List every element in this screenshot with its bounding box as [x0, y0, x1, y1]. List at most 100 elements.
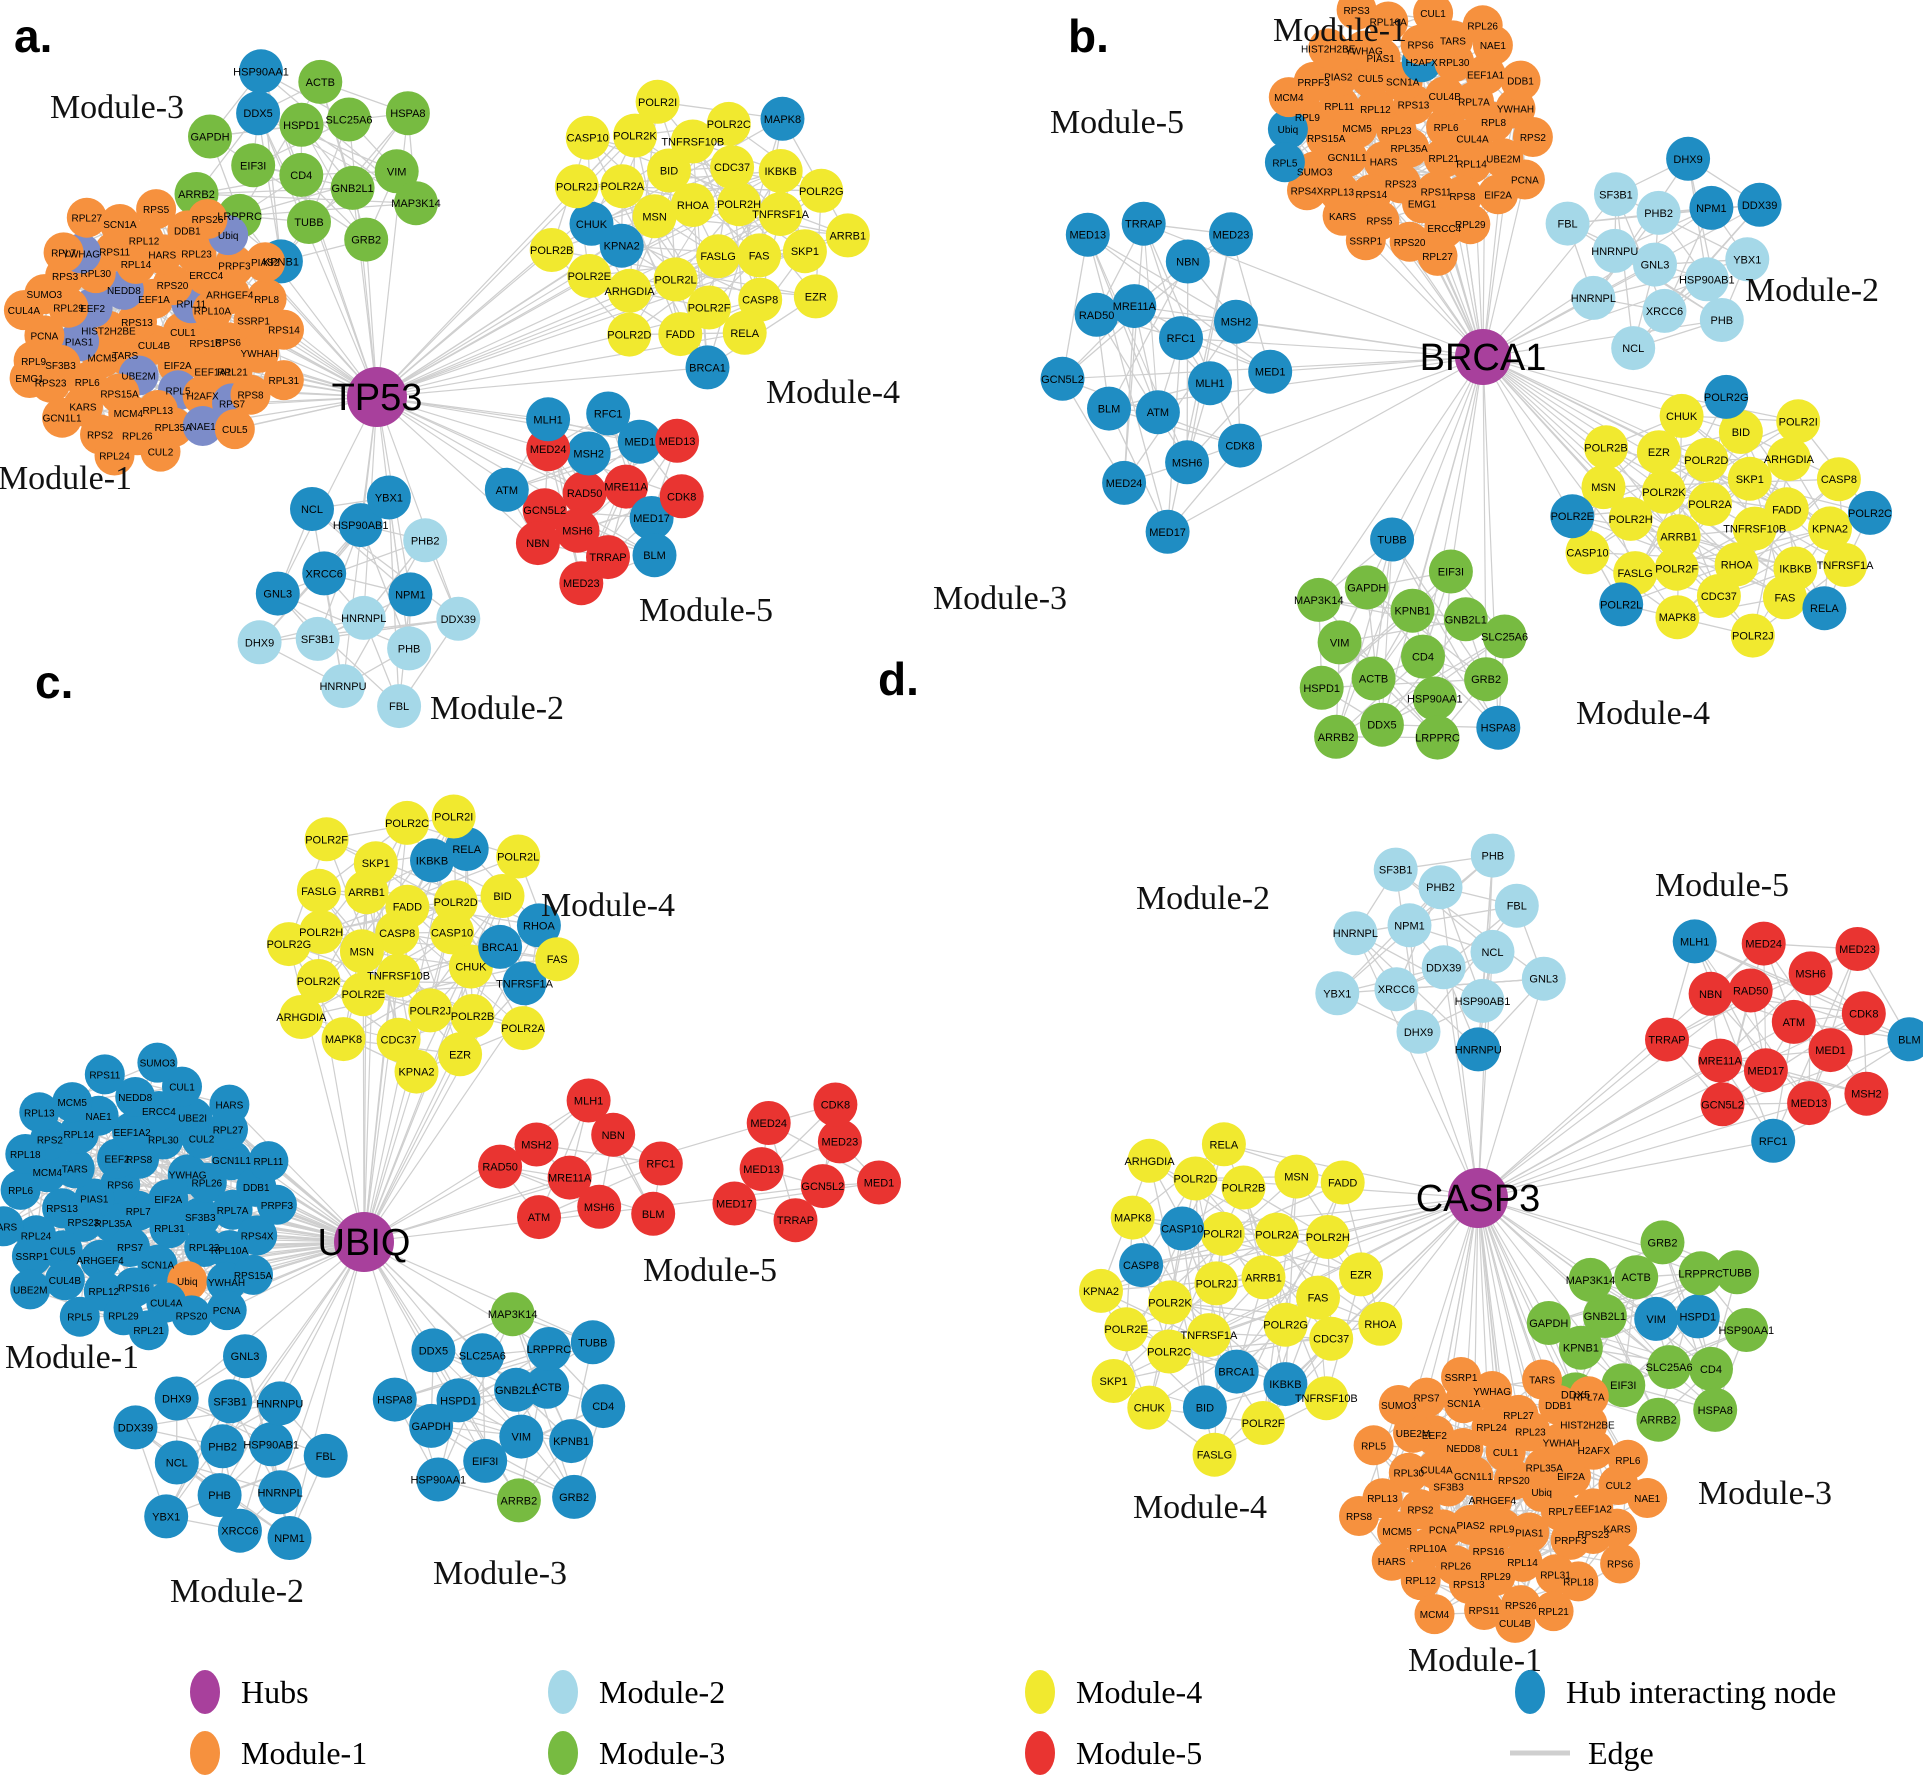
node-ACTB[interactable]: [525, 1364, 570, 1409]
node-NAE1[interactable]: [182, 406, 223, 446]
node-ARHGEF4[interactable]: [80, 1239, 121, 1280]
node-NBN[interactable]: [591, 1112, 636, 1157]
node-GRB2[interactable]: [552, 1474, 597, 1519]
node-DDX39[interactable]: [436, 596, 481, 641]
node-RPL5[interactable]: [59, 1296, 100, 1337]
node-RAD50[interactable]: [562, 471, 607, 516]
node-CASP8[interactable]: [1816, 457, 1861, 502]
node-SKP1[interactable]: [1727, 456, 1772, 501]
node-RPS15A[interactable]: [233, 1254, 273, 1295]
node-CDC37[interactable]: [376, 1017, 421, 1062]
node-LRPPRC[interactable]: [1678, 1251, 1723, 1296]
node-RPS5[interactable]: [136, 189, 177, 230]
node-FBL[interactable]: [1494, 883, 1539, 928]
node-VIM[interactable]: [1634, 1296, 1679, 1341]
node-HNRNPU[interactable]: [1592, 228, 1637, 273]
node-ATM[interactable]: [1135, 390, 1180, 435]
node-POLR2C[interactable]: [385, 800, 430, 845]
node-BLM[interactable]: [632, 533, 677, 578]
node-HNRNPU[interactable]: [1456, 1027, 1501, 1072]
node-RPS6[interactable]: [1400, 24, 1441, 65]
node-MED1[interactable]: [617, 419, 662, 464]
node-MSN[interactable]: [339, 929, 384, 974]
node-CUL1[interactable]: [162, 1066, 202, 1107]
node-FASLG[interactable]: [296, 868, 341, 913]
node-POLR2C[interactable]: [1848, 490, 1892, 535]
node-HSP90AA1[interactable]: [1724, 1308, 1769, 1352]
node-ARRB1[interactable]: [825, 213, 870, 258]
node-ACTB[interactable]: [1351, 656, 1396, 701]
node-UBE2I[interactable]: [172, 1097, 213, 1138]
node-POLR2I[interactable]: [431, 794, 476, 839]
node-ATM[interactable]: [484, 467, 529, 512]
node-RPS13[interactable]: [42, 1188, 83, 1229]
node-FADD[interactable]: [658, 312, 703, 357]
node-FBL[interactable]: [1545, 201, 1590, 246]
node-CASP8[interactable]: [738, 277, 783, 322]
node-CUL2[interactable]: [140, 431, 181, 472]
node-RAD50[interactable]: [1728, 968, 1773, 1013]
node-POLR2K[interactable]: [1641, 469, 1686, 514]
node-ACTB[interactable]: [1614, 1255, 1659, 1300]
node-MED13[interactable]: [655, 418, 700, 463]
node-RPL11[interactable]: [248, 1141, 289, 1182]
node-SUMO3[interactable]: [1378, 1385, 1419, 1425]
node-NEDD8[interactable]: [115, 1077, 156, 1117]
node-DHX9[interactable]: [237, 620, 282, 665]
node-POLR2B[interactable]: [1584, 425, 1628, 470]
node-NBN[interactable]: [1688, 971, 1733, 1016]
node-KPNB1[interactable]: [549, 1419, 594, 1464]
node-TRRAP[interactable]: [1121, 201, 1166, 246]
node-FADD[interactable]: [385, 884, 430, 929]
node-SCN1A[interactable]: [99, 204, 140, 244]
node-POLR2D[interactable]: [1684, 437, 1729, 482]
node-GRB2[interactable]: [344, 217, 389, 262]
node-CUL1[interactable]: [1413, 0, 1454, 34]
node-RPL8[interactable]: [246, 278, 287, 319]
node-EIF3I[interactable]: [463, 1438, 508, 1483]
node-SSRP1[interactable]: [1345, 220, 1386, 261]
node-IKBKB[interactable]: [1263, 1362, 1308, 1407]
node-RELA[interactable]: [722, 310, 767, 355]
node-DHX9[interactable]: [1666, 136, 1711, 181]
node-RPS4X[interactable]: [1287, 170, 1327, 211]
node-HSP90AA1[interactable]: [239, 49, 283, 94]
node-FAS[interactable]: [535, 937, 580, 982]
node-GCN1L1[interactable]: [211, 1140, 252, 1181]
node-BRCA1[interactable]: [1214, 1349, 1259, 1394]
node-ATM[interactable]: [517, 1195, 561, 1240]
node-PCNA[interactable]: [1504, 159, 1545, 200]
node-FAS[interactable]: [737, 233, 782, 278]
node-EMG1[interactable]: [9, 358, 50, 398]
node-RPL21[interactable]: [128, 1310, 169, 1351]
node-EZR[interactable]: [438, 1032, 483, 1077]
node-KPNA2[interactable]: [599, 223, 644, 268]
node-RPL6[interactable]: [0, 1169, 41, 1210]
node-GAPDH[interactable]: [409, 1403, 454, 1448]
node-ARHGDIA[interactable]: [1127, 1138, 1172, 1183]
node-LRPPRC[interactable]: [1415, 715, 1460, 760]
node-MSH2[interactable]: [566, 431, 611, 476]
node-MED13[interactable]: [1065, 212, 1110, 257]
node-POLR2H[interactable]: [1305, 1215, 1350, 1259]
node-MCM4[interactable]: [1268, 77, 1309, 118]
node-DDX39[interactable]: [1737, 182, 1782, 227]
node-YBX1[interactable]: [366, 475, 411, 520]
node-RAD50[interactable]: [1074, 292, 1119, 337]
node-SF3B1[interactable]: [1373, 847, 1418, 892]
node-POLR2G[interactable]: [266, 922, 311, 967]
node-MLH1[interactable]: [526, 397, 571, 442]
node-RPL5[interactable]: [1353, 1425, 1394, 1466]
node-POLR2H[interactable]: [717, 182, 762, 227]
node-NPM1[interactable]: [1689, 185, 1734, 230]
node-MLH1[interactable]: [566, 1078, 611, 1123]
node-POLR2E[interactable]: [1550, 494, 1595, 539]
node-RPL11[interactable]: [1319, 86, 1360, 126]
node-MAPK8[interactable]: [1110, 1195, 1155, 1240]
node-DHX9[interactable]: [154, 1376, 199, 1421]
node-MED24[interactable]: [746, 1101, 791, 1145]
node-SF3B1[interactable]: [295, 616, 340, 661]
node-CDC37[interactable]: [1309, 1316, 1354, 1361]
node-NBN[interactable]: [515, 521, 560, 566]
node-GNB2L1[interactable]: [330, 165, 375, 210]
